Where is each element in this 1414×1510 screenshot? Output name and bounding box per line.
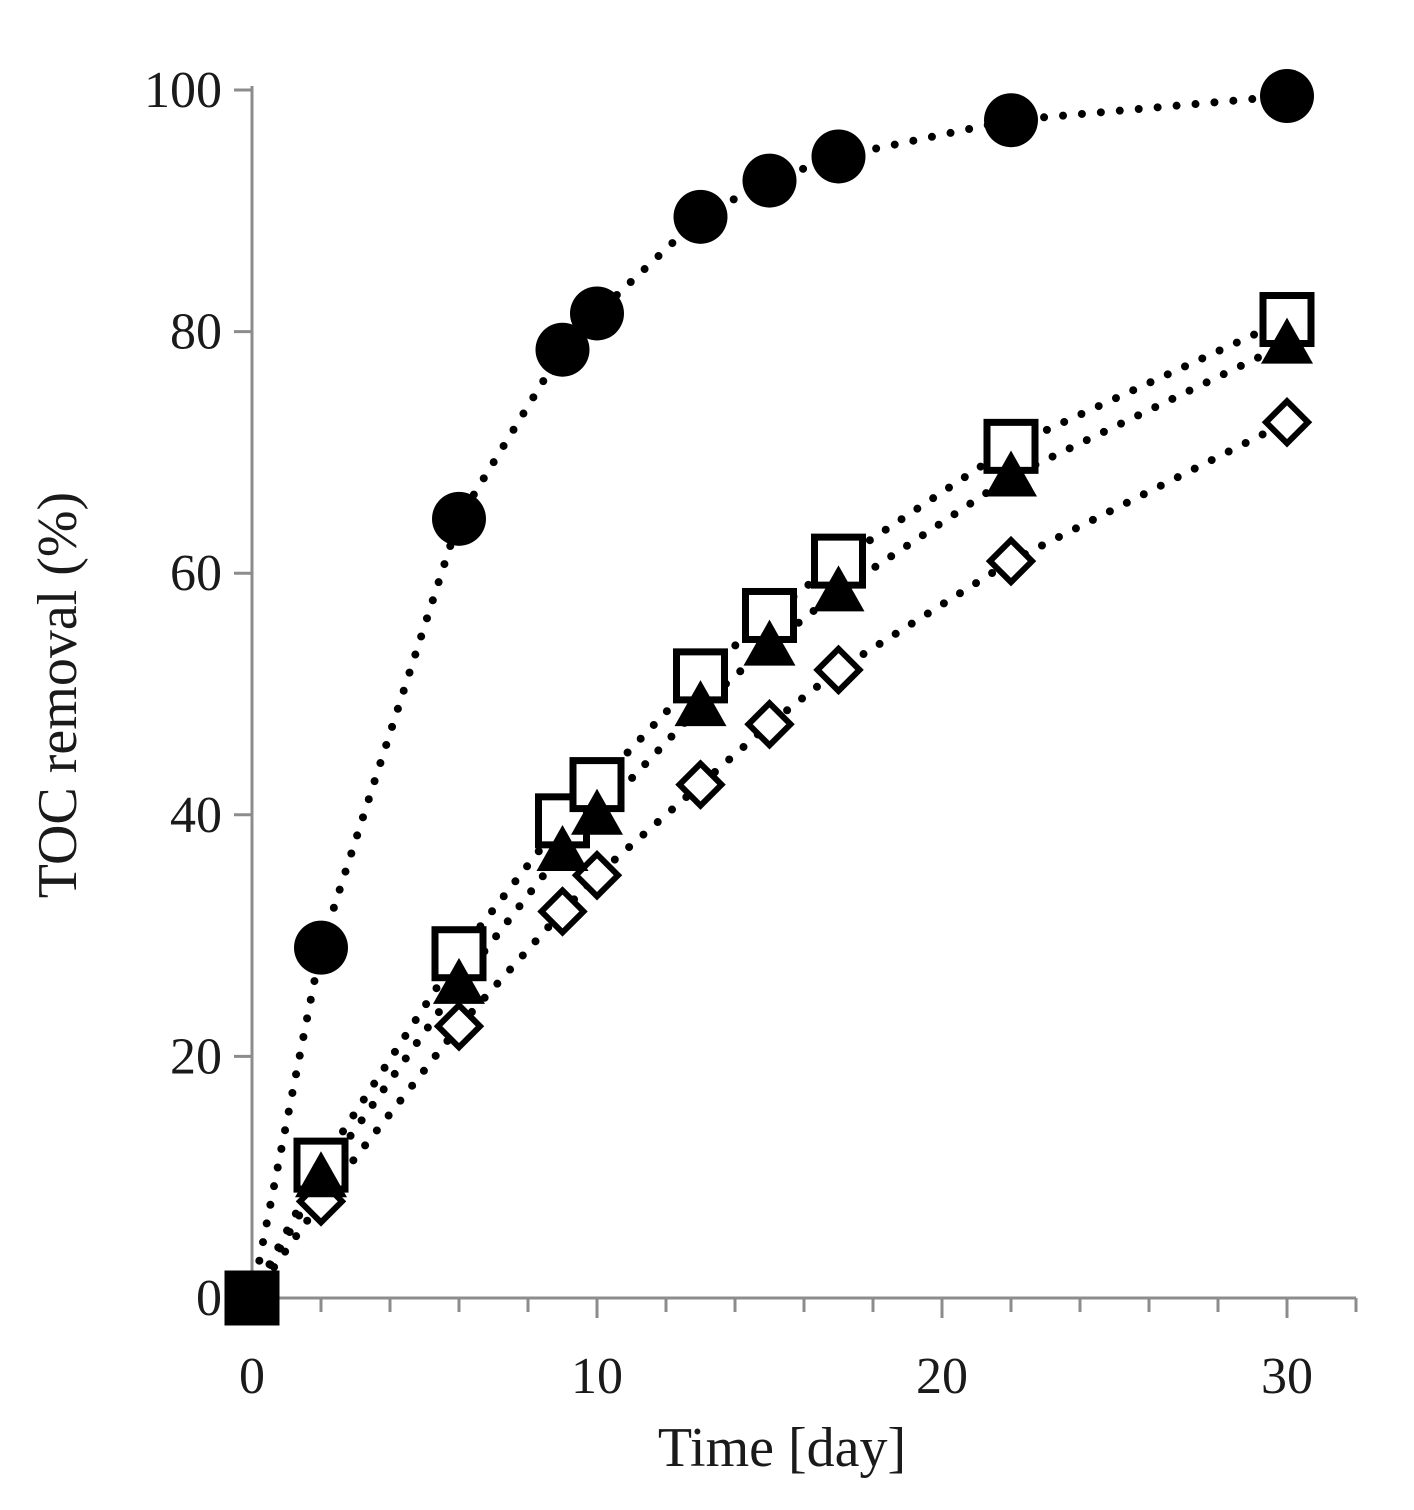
- data-point-filled-circle: [811, 129, 866, 184]
- data-point-filled-triangle: [743, 619, 796, 666]
- x-tick-label: 0: [239, 1348, 265, 1405]
- data-point-filled-circle: [570, 286, 624, 341]
- data-point-filled-circle: [984, 93, 1038, 148]
- x-tick-label: 30: [1261, 1348, 1313, 1405]
- data-point-filled-circle: [742, 153, 797, 208]
- data-point-filled-triangle: [674, 680, 727, 727]
- data-point-open-diamond: [433, 1000, 485, 1052]
- data-point-filled-triangle: [295, 1151, 347, 1198]
- data-point-filled-triangle: [985, 450, 1037, 497]
- data-point-filled-circle: [535, 322, 590, 377]
- data-point-filled-circle: [294, 920, 348, 975]
- data-point-filled-circle: [1260, 69, 1314, 124]
- data-point-open-diamond: [537, 886, 588, 937]
- series-line-filled-circle: [248, 92, 1291, 1302]
- data-point-filled-triangle: [536, 825, 589, 872]
- data-point-filled-triangle: [433, 957, 485, 1004]
- data-point-filled-circle: [432, 491, 486, 546]
- y-tick-label: 80: [170, 304, 222, 361]
- axes: 0 20 40 60 80 100 0 10 20 30: [144, 62, 1358, 1405]
- series-line-open-square: [248, 315, 1291, 1302]
- data-point-open-diamond: [985, 535, 1037, 587]
- series-lines: [248, 92, 1291, 1302]
- x-tick-label: 20: [916, 1348, 968, 1405]
- data-point-open-square: [673, 648, 728, 704]
- x-tick-label: 10: [571, 1348, 623, 1405]
- y-tick-label: 60: [170, 545, 222, 602]
- y-tick-label: 0: [196, 1270, 222, 1327]
- data-point-filled-circle: [673, 189, 728, 244]
- data-point-open-diamond: [1261, 396, 1313, 448]
- series-markers: [224, 69, 1315, 1326]
- origin-point-marker: [226, 1272, 278, 1324]
- data-point-open-diamond: [744, 698, 795, 750]
- data-point-filled-triangle: [1261, 317, 1313, 364]
- data-point-filled-triangle: [571, 788, 623, 835]
- series-line-open-diamond: [248, 418, 1291, 1302]
- y-tick-label: 40: [170, 787, 222, 844]
- y-tick-label: 20: [170, 1028, 222, 1085]
- y-tick-label: 100: [144, 62, 222, 119]
- y-axis-title: TOC removal (%): [27, 492, 89, 898]
- series-line-filled-triangle: [248, 339, 1291, 1302]
- data-point-open-diamond: [675, 759, 726, 810]
- x-axis-title: Time [day]: [658, 1417, 906, 1479]
- data-point-open-diamond: [813, 644, 864, 696]
- data-point-filled-triangle: [812, 565, 865, 612]
